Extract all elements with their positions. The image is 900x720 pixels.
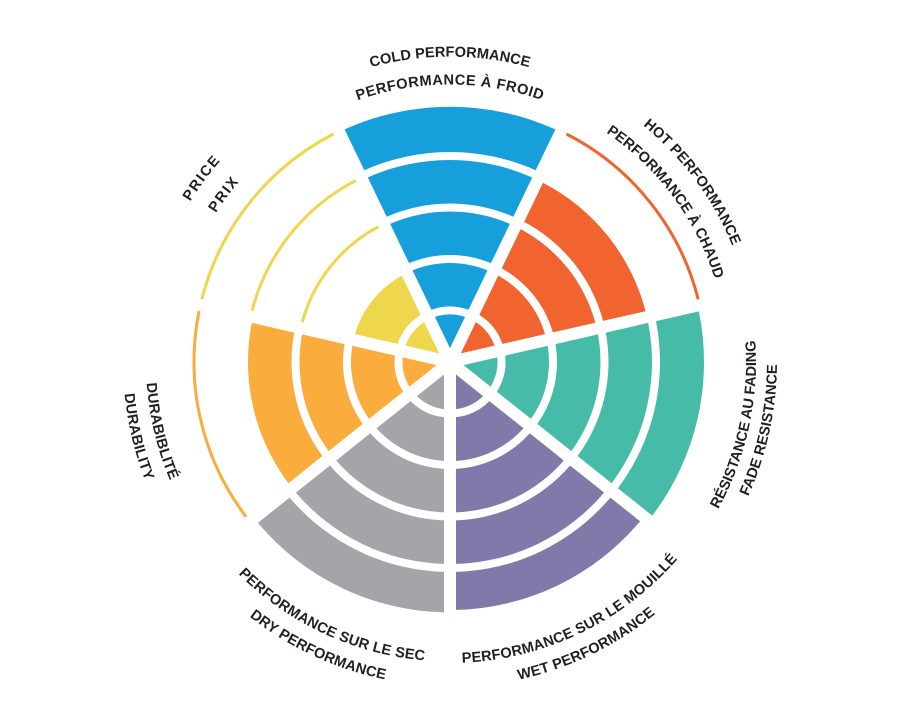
svg-text:COLD PERFORMANCE: COLD PERFORMANCE xyxy=(368,45,532,71)
svg-text:PERFORMANCE À FROID: PERFORMANCE À FROID xyxy=(354,72,546,104)
svg-text:PRIX: PRIX xyxy=(206,173,243,215)
